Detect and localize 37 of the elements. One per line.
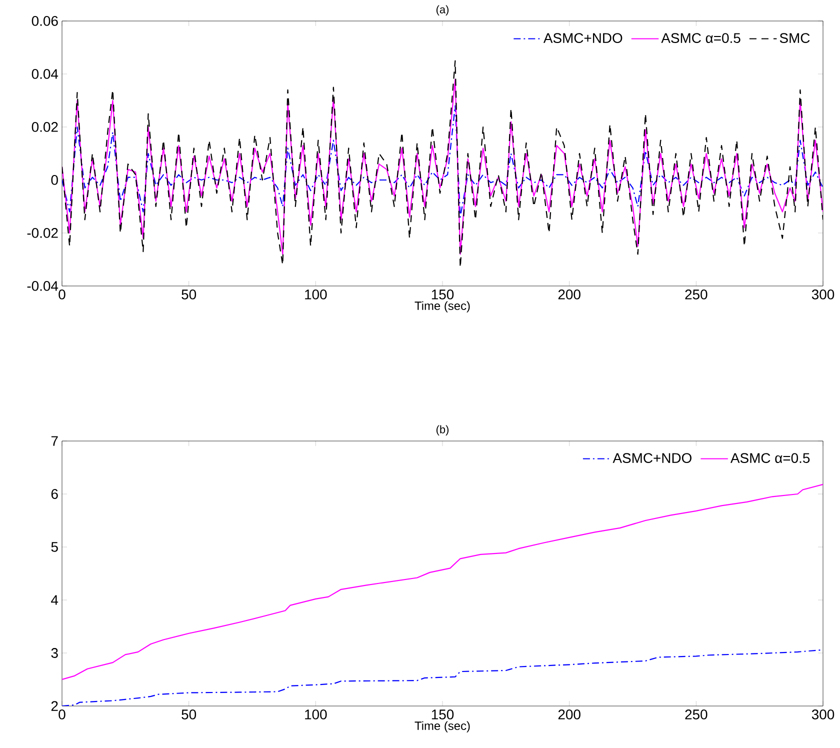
legend-label: ASMC α=0.5	[661, 33, 740, 44]
chart-title: (b)	[436, 425, 449, 436]
x-tick-label: 250	[685, 290, 708, 300]
x-tick-label: 50	[182, 710, 196, 720]
x-tick-label: 200	[558, 710, 580, 720]
y-tick-label: 0.02	[32, 122, 58, 132]
y-tick-label: 5	[51, 542, 58, 552]
y-tick-label: 6	[51, 489, 58, 499]
x-tick-label: 0	[58, 290, 66, 300]
legend-label: SMC	[780, 33, 810, 44]
x-axis-title: Time (sec)	[414, 301, 470, 312]
x-tick-label: 150	[432, 290, 454, 300]
x-tick-label: 150	[432, 710, 454, 720]
y-tick-label: 4	[51, 595, 58, 605]
line-series	[62, 78, 824, 255]
y-tick-label: 0	[51, 175, 58, 185]
x-tick-label: 50	[182, 290, 196, 300]
y-tick-label: 3	[51, 648, 58, 658]
y-tick-label: 0.04	[32, 69, 58, 79]
x-tick-label: 200	[558, 290, 580, 300]
x-axis-title: Time (sec)	[414, 721, 470, 732]
x-tick-label: 300	[812, 710, 834, 720]
line-series	[62, 105, 824, 218]
legend-label: ASMC+NDO	[543, 33, 622, 44]
x-tick-label: 0	[58, 710, 66, 720]
y-tick-label: -0.04	[27, 281, 58, 291]
chart-title: (a)	[436, 5, 449, 16]
y-tick-label: 7	[51, 436, 58, 446]
legend-label: ASMC+NDO	[612, 453, 692, 464]
y-tick-label: 2	[51, 701, 58, 711]
x-tick-label: 100	[305, 290, 327, 300]
x-tick-label: 250	[685, 710, 708, 720]
x-tick-label: 100	[305, 710, 327, 720]
legend-label: ASMC α=0.5	[730, 453, 810, 464]
y-tick-label: 0.06	[32, 16, 58, 26]
x-tick-label: 300	[812, 290, 834, 300]
y-tick-label: -0.02	[27, 228, 58, 238]
